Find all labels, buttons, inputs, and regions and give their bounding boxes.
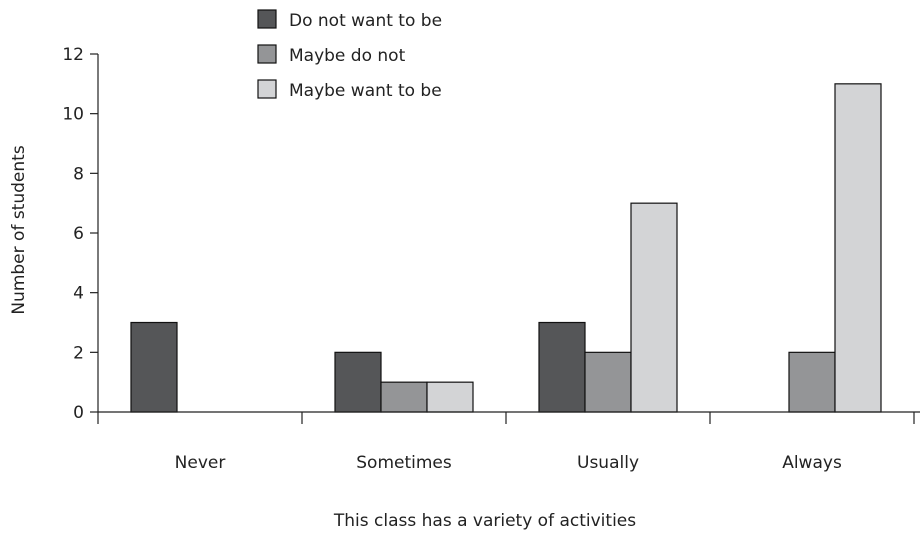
bar-usually-maybe-do-not <box>584 351 632 413</box>
legend-swatch <box>257 44 277 64</box>
x-tick-label: Always <box>782 453 842 473</box>
bar-sometimes-maybe-want-to-be <box>426 381 474 413</box>
x-tick-label: Never <box>175 453 226 473</box>
legend-swatch <box>257 79 277 99</box>
legend-label: Do not want to be <box>289 11 442 31</box>
y-tick-label: 2 <box>73 343 84 363</box>
legend-swatch <box>257 9 277 29</box>
y-tick-label: 10 <box>62 105 84 125</box>
bars <box>130 83 882 413</box>
y-tick-label: 6 <box>73 224 84 244</box>
bar-always-maybe-want-to-be <box>834 83 882 413</box>
x-tick-label: Sometimes <box>356 453 452 473</box>
legend-label: Maybe do not <box>289 46 406 66</box>
y-tick-label: 12 <box>62 45 84 65</box>
bar-usually-maybe-want-to-be <box>630 202 678 413</box>
y-axis: 0 2 4 6 8 10 12 <box>62 45 99 423</box>
y-tick-label: 4 <box>73 284 84 304</box>
x-axis: Never Sometimes Usually Always <box>97 411 920 473</box>
legend: Do not want to be Maybe do not Maybe want … <box>257 9 442 101</box>
x-tick-label: Usually <box>577 453 639 473</box>
bar-always-maybe-do-not <box>788 351 836 413</box>
y-tick-label: 8 <box>73 164 84 184</box>
bar-sometimes-do-not-want-to-be <box>334 351 382 413</box>
y-tick-label: 0 <box>73 403 84 423</box>
bar-never-do-not-want-to-be <box>130 321 178 413</box>
bar-usually-do-not-want-to-be <box>538 321 586 413</box>
bar-sometimes-maybe-do-not <box>380 381 428 413</box>
legend-label: Maybe want to be <box>289 81 442 101</box>
x-axis-label: This class has a variety of activities <box>333 511 636 531</box>
y-axis-label: Number of students <box>9 145 29 314</box>
